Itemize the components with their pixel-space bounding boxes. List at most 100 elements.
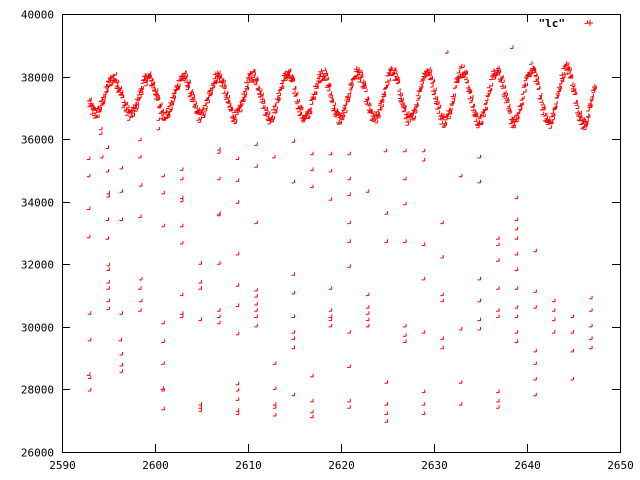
data-point (202, 102, 207, 107)
data-point (591, 84, 596, 88)
data-point (436, 110, 441, 114)
data-point-outlier (347, 239, 351, 243)
data-point (585, 113, 590, 118)
data-point (529, 61, 533, 65)
data-point (491, 68, 495, 72)
data-point (589, 104, 593, 108)
data-point-outlier (272, 154, 276, 159)
data-point-outlier (589, 345, 593, 350)
data-point (438, 112, 443, 117)
data-point-outlier (235, 408, 240, 412)
data-point-outlier (551, 298, 556, 303)
data-point (484, 106, 488, 111)
data-point (147, 71, 152, 75)
data-point (374, 119, 379, 124)
data-point (245, 83, 249, 88)
data-point-outlier (179, 311, 184, 315)
data-point (274, 106, 278, 110)
y-tick-label: 36000 (21, 134, 54, 147)
data-point (364, 101, 368, 105)
data-point-outlier (440, 298, 444, 303)
data-point-outlier (477, 317, 481, 322)
data-point-outlier (347, 398, 351, 403)
data-point (405, 118, 409, 123)
data-point-outlier (533, 392, 537, 397)
data-point-outlier (589, 336, 593, 340)
data-point (266, 111, 271, 115)
data-point-outlier (589, 308, 593, 312)
data-point-outlier (99, 131, 103, 135)
data-point-outlier (365, 317, 370, 322)
data-point (403, 105, 407, 109)
data-point (571, 83, 576, 87)
data-point (126, 117, 131, 121)
data-point (428, 69, 433, 73)
data-point (340, 116, 345, 121)
data-point-outlier (421, 148, 426, 153)
data-point (575, 105, 580, 109)
data-point-outlier (328, 323, 333, 328)
data-point-outlier (235, 331, 240, 336)
data-point (343, 102, 348, 106)
data-point-outlier (160, 386, 164, 390)
data-point (427, 66, 431, 71)
data-point-outlier (510, 45, 514, 49)
data-point (356, 67, 360, 71)
data-point (323, 70, 328, 74)
data-point (217, 70, 221, 75)
data-point-outlier (477, 327, 481, 331)
data-point (150, 78, 154, 82)
data-point (396, 77, 400, 81)
data-point (405, 111, 410, 115)
data-point (395, 76, 399, 80)
data-point (573, 91, 578, 95)
data-point (560, 78, 565, 83)
data-point (521, 95, 525, 100)
data-point-outlier (291, 314, 295, 318)
data-point (432, 95, 437, 100)
data-point-outlier (272, 405, 277, 409)
data-point (226, 100, 231, 104)
data-point (443, 122, 448, 126)
data-point-outlier (477, 276, 481, 281)
data-point (583, 126, 587, 130)
data-point-outlier (217, 176, 221, 181)
data-point (291, 78, 295, 82)
x-tick-label: 2610 (235, 459, 262, 472)
data-point (497, 69, 501, 74)
legend-label: "lc" (539, 17, 566, 30)
data-point-outlier (533, 348, 537, 353)
data-point (518, 107, 523, 111)
data-point (101, 100, 106, 104)
data-point-outlier (403, 339, 407, 343)
data-point-outlier (496, 242, 500, 246)
data-point (191, 94, 195, 98)
data-point (464, 71, 468, 75)
data-point (131, 113, 135, 117)
data-point (380, 99, 385, 103)
data-point (179, 73, 183, 78)
data-point (506, 103, 511, 108)
data-point (252, 69, 256, 73)
data-point (221, 90, 226, 94)
data-point (265, 110, 269, 114)
legend-marker (587, 20, 593, 26)
data-point (378, 107, 383, 111)
data-point (334, 109, 339, 113)
data-point (496, 65, 500, 69)
data-point (310, 96, 314, 100)
data-point-outlier (161, 388, 165, 392)
data-point (539, 99, 543, 103)
data-point-outlier (272, 402, 277, 406)
data-point-outlier (198, 317, 202, 322)
data-point-outlier (403, 323, 407, 328)
data-point-outlier (496, 258, 500, 262)
data-point (577, 113, 582, 118)
data-point (309, 101, 314, 105)
data-point (439, 121, 443, 125)
data-point (242, 98, 246, 102)
data-point-outlier (403, 201, 407, 206)
data-point (121, 99, 126, 103)
data-point (382, 91, 386, 95)
